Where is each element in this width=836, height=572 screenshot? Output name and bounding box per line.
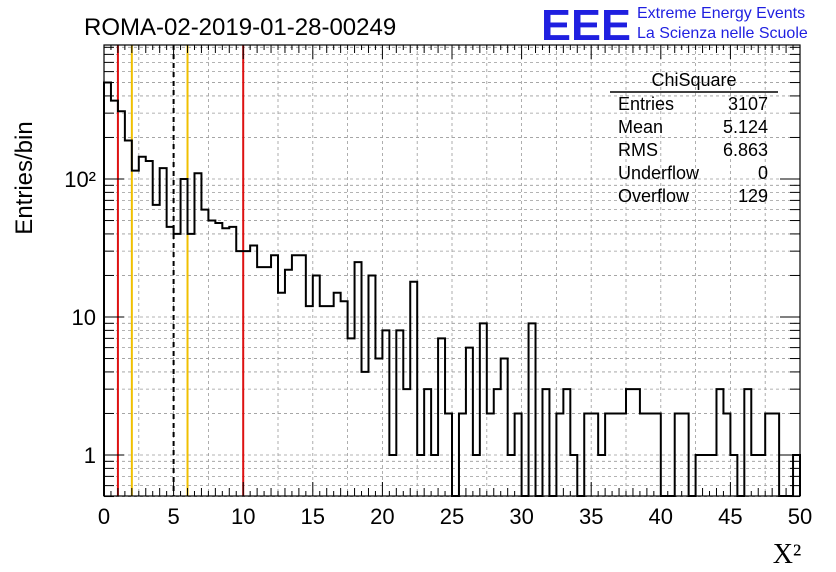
y-tick-label: 1	[84, 443, 96, 468]
eee-logo-text: EEE	[541, 1, 631, 50]
x-tick-label: 0	[98, 504, 110, 529]
x-tick-label: 5	[167, 504, 179, 529]
x-tick-labels: 0 5 10 15 20 25 30 35 40 45 50	[98, 504, 812, 529]
stats-label: Entries	[618, 94, 674, 114]
stats-value: 0	[758, 163, 768, 183]
stats-title: ChiSquare	[651, 70, 736, 90]
brand-line-2: La Scienza nelle Scuole	[637, 25, 808, 42]
stats-value: 3107	[728, 94, 768, 114]
y-tick-labels: 1 10 10²	[64, 167, 96, 468]
x-axis-label: X²	[773, 539, 802, 570]
stats-value: 6.863	[723, 140, 768, 160]
y-tick-label: 10²	[64, 167, 96, 192]
grid	[104, 45, 800, 497]
x-tick-label: 40	[649, 504, 673, 529]
x-tick-label: 45	[718, 504, 742, 529]
stats-value: 129	[738, 186, 768, 206]
stats-label: Mean	[618, 117, 663, 137]
stats-box: ChiSquare Entries 3107 Mean 5.124 RMS 6.…	[610, 70, 778, 206]
histogram-outline	[103, 81, 801, 497]
x-tick-label: 15	[301, 504, 325, 529]
axis-ticks	[103, 45, 801, 498]
x-tick-label: 20	[370, 504, 394, 529]
stats-label: RMS	[618, 140, 658, 160]
stats-value: 5.124	[723, 117, 768, 137]
x-tick-label: 35	[579, 504, 603, 529]
x-tick-label: 10	[231, 504, 255, 529]
y-tick-label: 10	[72, 305, 96, 330]
y-axis-label: Entries/bin	[11, 121, 38, 234]
stats-label: Underflow	[618, 163, 700, 183]
x-tick-label: 25	[440, 504, 464, 529]
eee-logo: EEE Extreme Energy Events La Scienza nel…	[541, 1, 808, 50]
brand-line-1: Extreme Energy Events	[637, 5, 805, 22]
x-tick-label: 30	[509, 504, 533, 529]
reference-lines	[116, 45, 245, 496]
x-tick-label: 50	[788, 504, 812, 529]
stats-label: Overflow	[618, 186, 690, 206]
page-title: ROMA-02-2019-01-28-00249	[84, 14, 396, 41]
